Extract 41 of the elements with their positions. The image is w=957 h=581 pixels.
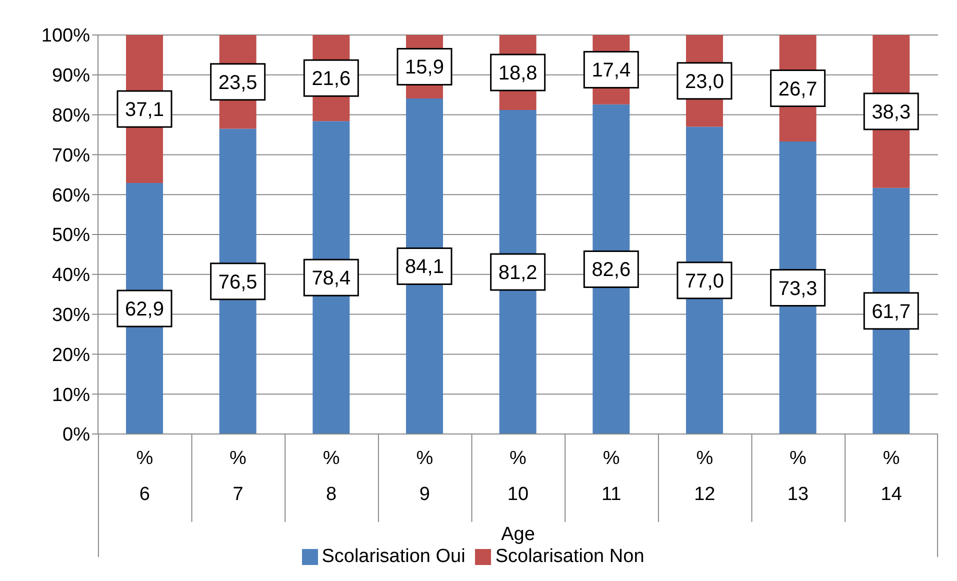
data-label: 17,4 [592, 60, 631, 82]
y-tick-label: 40% [52, 265, 90, 286]
data-label: 76,5 [218, 271, 258, 294]
x-tick-label: % 6 [136, 448, 154, 505]
data-label: 84,1 [405, 256, 444, 278]
y-tick-label: 0% [62, 424, 90, 446]
y-tick-label: 50% [52, 225, 90, 246]
data-label: 21,6 [312, 68, 351, 90]
x-tick-label: % 14 [880, 448, 902, 505]
legend-label: Scolarisation Oui [322, 546, 466, 567]
y-tick-label: 30% [52, 305, 90, 326]
data-label: 23,0 [685, 70, 724, 93]
data-label: 18,8 [498, 62, 538, 85]
y-tick-label: 20% [52, 344, 90, 366]
data-label: 62,9 [125, 298, 164, 321]
x-tick-label: % 7 [230, 448, 247, 505]
y-tick-label: 70% [52, 145, 90, 166]
y-tick-label: 60% [52, 185, 90, 206]
data-label: 82,6 [592, 259, 631, 282]
x-tick-label: % 8 [322, 448, 340, 505]
data-label: 15,9 [405, 56, 444, 79]
data-label: 78,4 [312, 268, 351, 290]
x-tick-label: % 13 [787, 448, 809, 505]
x-axis-title: Age [501, 524, 535, 545]
legend-label: Scolarisation Non [495, 546, 644, 567]
data-label: 73,3 [778, 278, 818, 300]
data-label: 61,7 [872, 300, 911, 323]
data-label: 81,2 [498, 262, 538, 284]
x-tick-label: % 10 [507, 448, 529, 505]
data-label: 77,0 [685, 270, 724, 292]
data-label: 23,5 [218, 72, 258, 94]
y-tick-label: 100% [41, 26, 90, 47]
data-label: 37,1 [125, 99, 164, 122]
x-tick-label: % 12 [694, 448, 716, 505]
data-label: 26,7 [778, 78, 818, 100]
data-label: 38,3 [872, 101, 911, 124]
y-tick-label: 10% [52, 384, 90, 406]
x-tick-label: % 11 [601, 448, 622, 505]
y-tick-label: 90% [52, 66, 90, 87]
x-tick-label: % 9 [416, 448, 434, 505]
y-tick-label: 80% [52, 106, 90, 127]
